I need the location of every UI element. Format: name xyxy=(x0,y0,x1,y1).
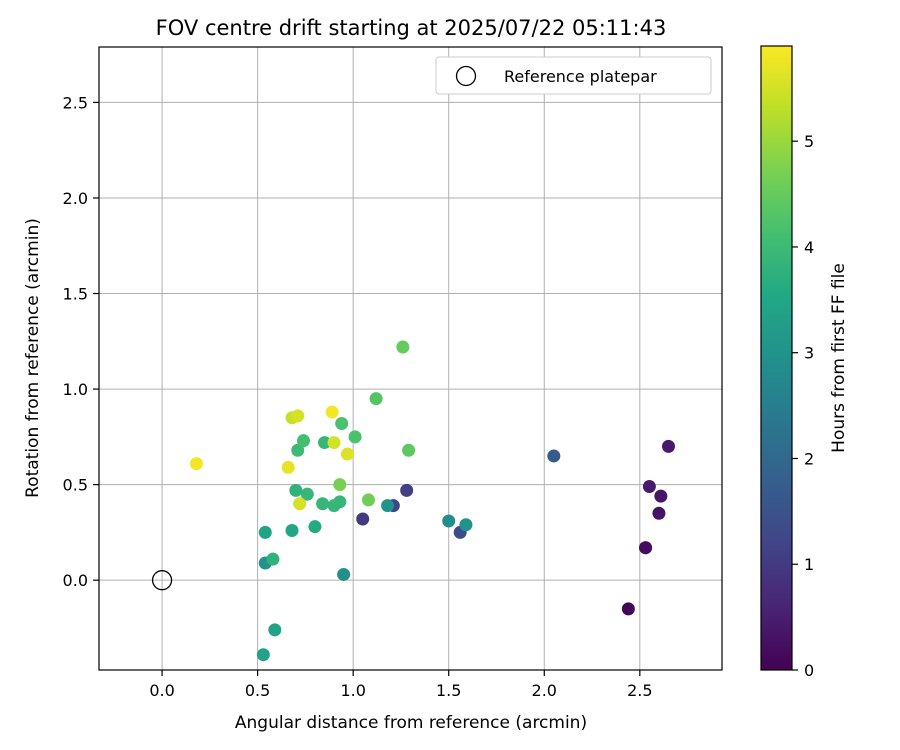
reference-platepar-marker xyxy=(151,570,173,591)
x-tick-label: 2.0 xyxy=(532,681,557,700)
colorbar-gradient xyxy=(761,46,792,670)
grid-lines xyxy=(99,47,722,670)
legend-box xyxy=(435,56,712,95)
scatter-point xyxy=(333,478,347,492)
scatter-point xyxy=(652,506,666,520)
scatter-point xyxy=(459,518,473,532)
scatter-point xyxy=(642,480,656,494)
colorbar: 0 1 2 3 4 5 Hours from first FF file xyxy=(760,45,849,680)
scatter-point xyxy=(289,483,303,497)
scatter-point xyxy=(327,436,341,450)
scatter-point xyxy=(369,392,383,406)
scatter-point xyxy=(296,434,310,448)
x-tick-label: 1.5 xyxy=(436,681,461,700)
legend-open-circle-marker xyxy=(455,65,477,87)
scatter-point xyxy=(189,457,203,471)
scatter-point xyxy=(639,541,653,555)
plot-frame xyxy=(98,46,723,671)
scatter-point xyxy=(293,497,307,511)
scatter-point xyxy=(340,447,354,461)
scatter-point xyxy=(268,623,282,637)
colorbar-tick-label: 1 xyxy=(804,555,814,574)
scatter-point xyxy=(256,648,270,662)
reference-point-layer xyxy=(151,570,173,591)
scatter-point xyxy=(291,443,305,457)
colorbar-ticks: 0 1 2 3 4 5 xyxy=(792,132,814,680)
scatter-point xyxy=(325,405,339,419)
scatter-point xyxy=(400,483,414,497)
chart-title: FOV centre drift starting at 2025/07/22 … xyxy=(156,16,667,40)
legend: Reference platepar xyxy=(435,56,712,95)
y-tick-label: 1.0 xyxy=(63,380,88,399)
colorbar-tick-label: 2 xyxy=(804,449,814,468)
y-tick-label: 0.0 xyxy=(63,571,88,590)
y-tick-label: 1.5 xyxy=(63,285,88,304)
x-tick-label: 0.5 xyxy=(245,681,270,700)
colorbar-tick-label: 0 xyxy=(804,661,814,680)
legend-label-reference-platepar: Reference platepar xyxy=(504,67,657,86)
scatter-point xyxy=(300,487,314,501)
colorbar-label: Hours from first FF file xyxy=(829,263,849,453)
y-axis-label: Rotation from reference (arcmin) xyxy=(23,218,43,498)
colorbar-tick-label: 3 xyxy=(804,344,814,363)
scatter-point xyxy=(442,514,456,528)
scatter-point xyxy=(402,443,416,457)
scatter-point xyxy=(316,497,330,511)
scatter-point xyxy=(285,523,299,537)
scatter-point xyxy=(661,439,675,453)
scatter-point xyxy=(308,520,322,534)
y-tick-label: 2.5 xyxy=(63,93,88,112)
scatter-point xyxy=(361,493,375,507)
x-axis-label: Angular distance from reference (arcmin) xyxy=(235,713,587,733)
scatter-point xyxy=(281,460,295,474)
scatter-point xyxy=(333,495,347,509)
scatter-point xyxy=(318,436,332,450)
x-tick-label: 2.5 xyxy=(627,681,652,700)
scatter-point xyxy=(621,602,635,616)
x-axis-ticks: 0.0 0.5 1.0 1.5 2.0 2.5 xyxy=(149,670,653,700)
scatter-point xyxy=(381,499,395,513)
scatter-point xyxy=(335,416,349,430)
colorbar-frame xyxy=(760,45,793,671)
y-tick-label: 2.0 xyxy=(63,189,88,208)
x-tick-label: 1.0 xyxy=(340,681,365,700)
data-points xyxy=(189,340,675,662)
scatter-point xyxy=(396,340,410,354)
scatter-point xyxy=(356,512,370,526)
scatter-point xyxy=(266,552,280,566)
x-tick-label: 0.0 xyxy=(149,681,174,700)
scatter-point xyxy=(337,567,351,581)
scatter-point xyxy=(348,430,362,444)
scatter-point xyxy=(291,409,305,423)
scatter-point xyxy=(547,449,561,463)
scatter-point xyxy=(258,525,272,539)
y-tick-label: 0.5 xyxy=(63,476,88,495)
y-axis-ticks: 0.0 0.5 1.0 1.5 2.0 2.5 xyxy=(63,93,99,590)
colorbar-tick-label: 5 xyxy=(804,132,814,151)
scatter-point xyxy=(654,489,668,503)
colorbar-tick-label: 4 xyxy=(804,238,814,257)
